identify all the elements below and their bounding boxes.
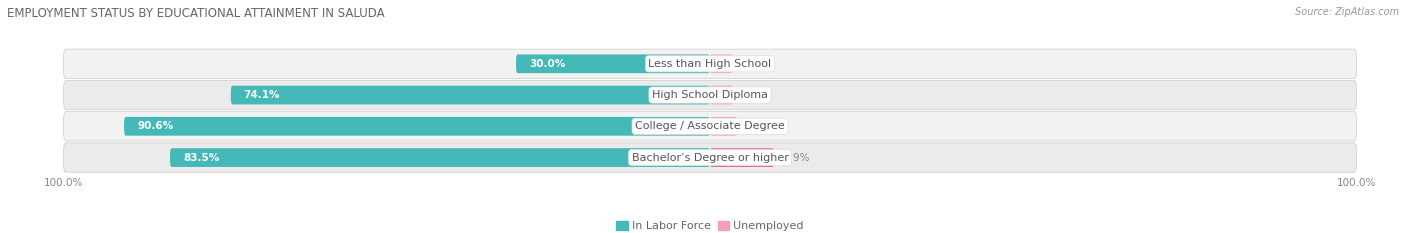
FancyBboxPatch shape	[710, 86, 733, 104]
Legend: In Labor Force, Unemployed: In Labor Force, Unemployed	[612, 217, 808, 233]
FancyBboxPatch shape	[710, 148, 775, 167]
FancyBboxPatch shape	[170, 148, 710, 167]
Text: 30.0%: 30.0%	[529, 59, 565, 69]
Text: Bachelor’s Degree or higher: Bachelor’s Degree or higher	[631, 153, 789, 163]
Text: 4.2%: 4.2%	[747, 121, 773, 131]
FancyBboxPatch shape	[516, 55, 710, 73]
Text: High School Diploma: High School Diploma	[652, 90, 768, 100]
Text: 0.0%: 0.0%	[742, 90, 769, 100]
FancyBboxPatch shape	[63, 112, 1357, 141]
Text: 90.6%: 90.6%	[136, 121, 173, 131]
FancyBboxPatch shape	[63, 80, 1357, 110]
FancyBboxPatch shape	[63, 143, 1357, 172]
Text: 83.5%: 83.5%	[183, 153, 219, 163]
Text: 74.1%: 74.1%	[243, 90, 280, 100]
Text: 9.9%: 9.9%	[783, 153, 810, 163]
FancyBboxPatch shape	[231, 86, 710, 104]
Text: Less than High School: Less than High School	[648, 59, 772, 69]
Text: College / Associate Degree: College / Associate Degree	[636, 121, 785, 131]
Text: 0.0%: 0.0%	[742, 59, 769, 69]
FancyBboxPatch shape	[63, 49, 1357, 79]
FancyBboxPatch shape	[710, 117, 737, 136]
Text: EMPLOYMENT STATUS BY EDUCATIONAL ATTAINMENT IN SALUDA: EMPLOYMENT STATUS BY EDUCATIONAL ATTAINM…	[7, 7, 385, 20]
FancyBboxPatch shape	[124, 117, 710, 136]
FancyBboxPatch shape	[710, 55, 733, 73]
Text: Source: ZipAtlas.com: Source: ZipAtlas.com	[1295, 7, 1399, 17]
